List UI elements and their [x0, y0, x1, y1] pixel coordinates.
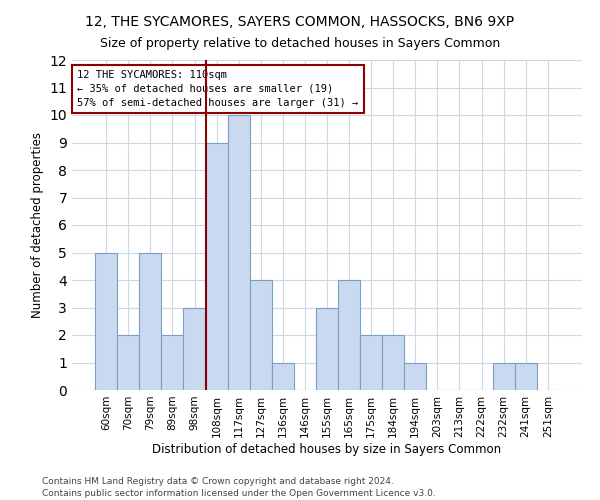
- Bar: [250, 280, 272, 390]
- Bar: [139, 252, 161, 390]
- Bar: [493, 362, 515, 390]
- Bar: [316, 308, 338, 390]
- Text: Contains HM Land Registry data © Crown copyright and database right 2024.
Contai: Contains HM Land Registry data © Crown c…: [42, 476, 436, 498]
- Bar: [515, 362, 537, 390]
- Bar: [338, 280, 360, 390]
- Bar: [272, 362, 294, 390]
- Bar: [360, 335, 382, 390]
- Bar: [227, 115, 250, 390]
- Bar: [404, 362, 427, 390]
- Bar: [161, 335, 184, 390]
- Y-axis label: Number of detached properties: Number of detached properties: [31, 132, 44, 318]
- Bar: [95, 252, 117, 390]
- Bar: [117, 335, 139, 390]
- Bar: [206, 142, 227, 390]
- Bar: [382, 335, 404, 390]
- Text: Size of property relative to detached houses in Sayers Common: Size of property relative to detached ho…: [100, 38, 500, 51]
- Text: 12 THE SYCAMORES: 110sqm
← 35% of detached houses are smaller (19)
57% of semi-d: 12 THE SYCAMORES: 110sqm ← 35% of detach…: [77, 70, 358, 108]
- Text: 12, THE SYCAMORES, SAYERS COMMON, HASSOCKS, BN6 9XP: 12, THE SYCAMORES, SAYERS COMMON, HASSOC…: [85, 15, 515, 29]
- X-axis label: Distribution of detached houses by size in Sayers Common: Distribution of detached houses by size …: [152, 442, 502, 456]
- Bar: [184, 308, 206, 390]
